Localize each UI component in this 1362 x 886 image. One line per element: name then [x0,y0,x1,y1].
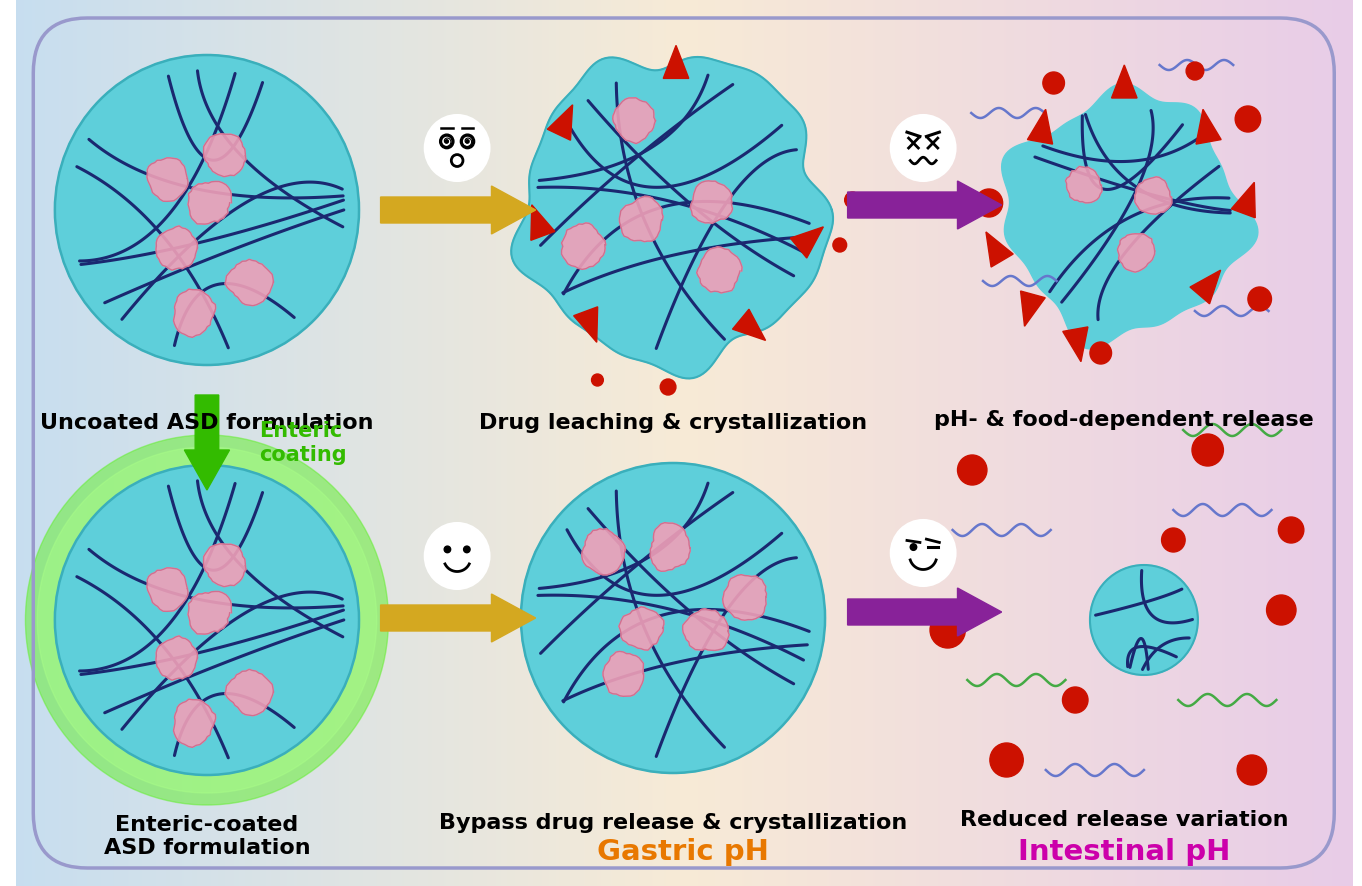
Polygon shape [225,260,274,306]
Circle shape [466,140,469,143]
Polygon shape [1111,65,1137,98]
Polygon shape [573,307,598,342]
Polygon shape [184,395,230,490]
Circle shape [37,447,377,793]
Circle shape [844,192,861,208]
Circle shape [1090,342,1111,364]
Polygon shape [1196,109,1222,144]
Polygon shape [173,699,215,748]
Circle shape [1235,106,1261,132]
Polygon shape [155,636,197,680]
Circle shape [1090,565,1199,675]
Circle shape [975,189,1002,217]
Polygon shape [511,57,834,378]
Text: Drug leaching & crystallization: Drug leaching & crystallization [479,413,868,433]
Polygon shape [1027,109,1053,144]
Text: Intestinal pH: Intestinal pH [1019,838,1230,866]
Polygon shape [986,232,1013,267]
Circle shape [957,455,987,485]
Polygon shape [147,158,188,201]
Circle shape [425,115,489,181]
Circle shape [891,115,956,181]
Polygon shape [1231,183,1256,218]
Circle shape [891,520,956,586]
Polygon shape [531,205,554,240]
Polygon shape [203,134,247,176]
Polygon shape [1062,327,1088,361]
Circle shape [1162,528,1185,552]
Circle shape [444,546,451,553]
Circle shape [591,374,603,386]
Circle shape [460,134,474,149]
Polygon shape [1020,291,1045,326]
Circle shape [930,612,966,648]
Text: Reduced release variation: Reduced release variation [960,810,1288,830]
Circle shape [1043,72,1065,94]
Polygon shape [663,45,689,78]
Circle shape [990,743,1023,777]
Polygon shape [1065,167,1102,203]
Polygon shape [548,105,572,140]
Text: Uncoated ASD formulation: Uncoated ASD formulation [41,413,373,433]
Polygon shape [1135,177,1171,214]
Polygon shape [1117,234,1155,272]
Circle shape [463,546,470,553]
Polygon shape [618,607,663,650]
Polygon shape [691,181,733,223]
Polygon shape [847,588,1001,636]
Circle shape [1192,434,1223,466]
Polygon shape [613,97,655,144]
Polygon shape [650,523,691,571]
Polygon shape [225,669,274,716]
Circle shape [910,544,917,550]
Polygon shape [380,594,535,642]
Text: pH- & food-dependent release: pH- & food-dependent release [934,410,1314,430]
Circle shape [1267,595,1297,625]
Polygon shape [188,182,232,224]
Circle shape [54,55,360,365]
Circle shape [425,523,489,589]
Polygon shape [603,651,644,696]
Text: Enteric
coating: Enteric coating [259,422,346,464]
Circle shape [54,465,360,775]
Polygon shape [147,568,188,611]
Polygon shape [790,227,824,258]
Circle shape [520,463,825,773]
Polygon shape [1001,83,1258,349]
Polygon shape [682,609,729,650]
Polygon shape [733,309,765,340]
Polygon shape [723,575,767,620]
Circle shape [834,238,847,252]
Polygon shape [155,226,197,270]
Polygon shape [1190,270,1220,304]
Text: Enteric-coated
ASD formulation: Enteric-coated ASD formulation [104,815,311,859]
Circle shape [26,435,388,805]
Circle shape [445,140,448,143]
Circle shape [1237,755,1267,785]
Circle shape [1279,517,1303,543]
Circle shape [463,137,471,145]
Polygon shape [582,529,625,575]
Polygon shape [847,181,1001,229]
Circle shape [1248,287,1272,311]
Text: Gastric pH: Gastric pH [597,838,768,866]
Polygon shape [620,197,663,242]
Circle shape [440,134,454,149]
Text: Bypass drug release & crystallization: Bypass drug release & crystallization [439,813,907,833]
Polygon shape [188,592,232,634]
Polygon shape [173,289,215,338]
Polygon shape [561,223,606,269]
Polygon shape [380,186,535,234]
Polygon shape [203,544,247,587]
Circle shape [1062,687,1088,713]
Circle shape [443,137,451,145]
Circle shape [661,379,676,395]
Circle shape [1186,62,1204,80]
Polygon shape [697,247,742,293]
